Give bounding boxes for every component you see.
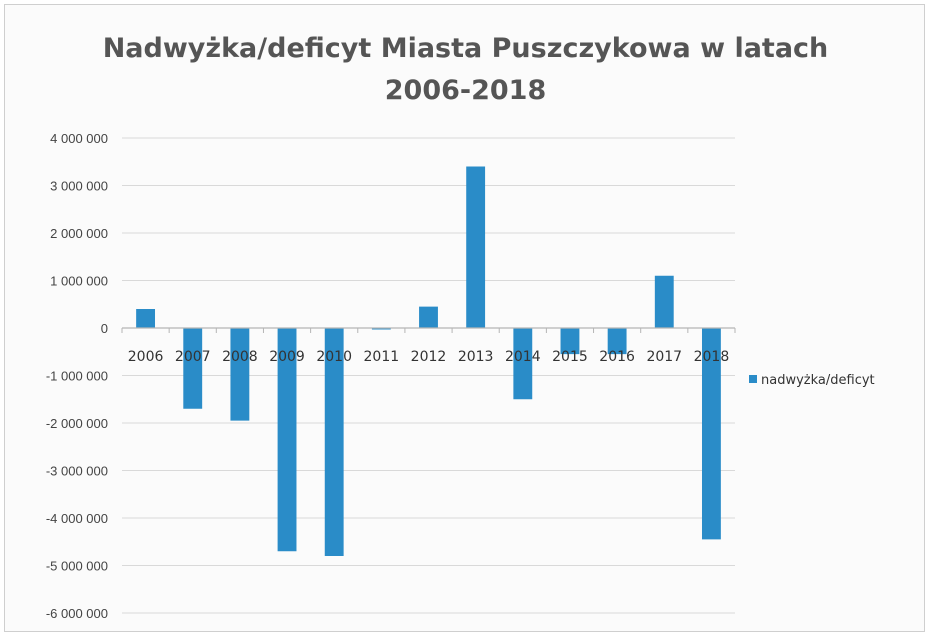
x-category-label: 2014 xyxy=(505,349,541,365)
chart-title: Nadwyżka/deficyt Miasta Puszczykowa w la… xyxy=(0,28,931,112)
legend-swatch xyxy=(749,375,757,383)
chart-frame xyxy=(4,4,925,632)
x-category-label: 2010 xyxy=(316,349,352,365)
bar-2013 xyxy=(466,166,486,328)
x-category-label: 2009 xyxy=(269,349,305,365)
x-category-label: 2015 xyxy=(552,349,588,365)
bar-2017 xyxy=(654,275,674,328)
y-tick-label: 4 000 000 xyxy=(50,131,108,146)
x-category-label: 2018 xyxy=(694,349,730,365)
legend: nadwyżka/deficyt xyxy=(749,373,875,388)
y-tick-label: -3 000 000 xyxy=(46,464,108,479)
bar-2009 xyxy=(277,328,297,552)
y-tick-label: 0 xyxy=(101,321,108,336)
x-category-label: 2006 xyxy=(128,349,164,365)
x-category-label: 2012 xyxy=(411,349,447,365)
y-tick-label: -5 000 000 xyxy=(46,559,108,574)
y-tick-label: -6 000 000 xyxy=(46,606,108,621)
bar-2007 xyxy=(183,328,203,409)
bar-2008 xyxy=(230,328,250,421)
y-tick-label: 3 000 000 xyxy=(50,179,108,194)
legend-label: nadwyżka/deficyt xyxy=(761,373,875,388)
y-tick-label: -2 000 000 xyxy=(46,416,108,431)
y-tick-label: -4 000 000 xyxy=(46,511,108,526)
y-axis-tick-labels: 4 000 000 3 000 000 2 000 000 1 000 000 0 -1 … xyxy=(46,131,108,621)
x-axis-category-labels: 2006 2007 2008 2009 2010 2011 2012 2013 2014 2015… xyxy=(128,349,729,365)
bars xyxy=(136,166,721,556)
bar-2015 xyxy=(560,328,580,355)
x-axis xyxy=(121,327,736,333)
bar-2012 xyxy=(419,306,438,328)
x-category-label: 2008 xyxy=(222,349,258,365)
x-category-label: 2013 xyxy=(458,349,494,365)
y-tick-label: 1 000 000 xyxy=(50,274,108,289)
y-tick-label: 2 000 000 xyxy=(50,226,108,241)
x-category-label: 2011 xyxy=(364,349,400,365)
x-category-label: 2016 xyxy=(599,349,635,365)
bar-2016 xyxy=(607,328,627,355)
chart-title-line-2: 2006-2018 xyxy=(384,75,547,106)
x-category-label: 2017 xyxy=(646,349,682,365)
bar-2018 xyxy=(701,328,721,540)
bar-2011 xyxy=(371,328,391,330)
chart-title-line-1: Nadwyżka/deficyt Miasta Puszczykowa w la… xyxy=(102,33,829,64)
gridlines xyxy=(122,137,735,614)
bar-2010 xyxy=(324,328,344,556)
x-category-label: 2007 xyxy=(175,349,211,365)
y-tick-label: -1 000 000 xyxy=(46,369,108,384)
bar-2006 xyxy=(136,309,156,328)
bar-2014 xyxy=(513,328,533,400)
